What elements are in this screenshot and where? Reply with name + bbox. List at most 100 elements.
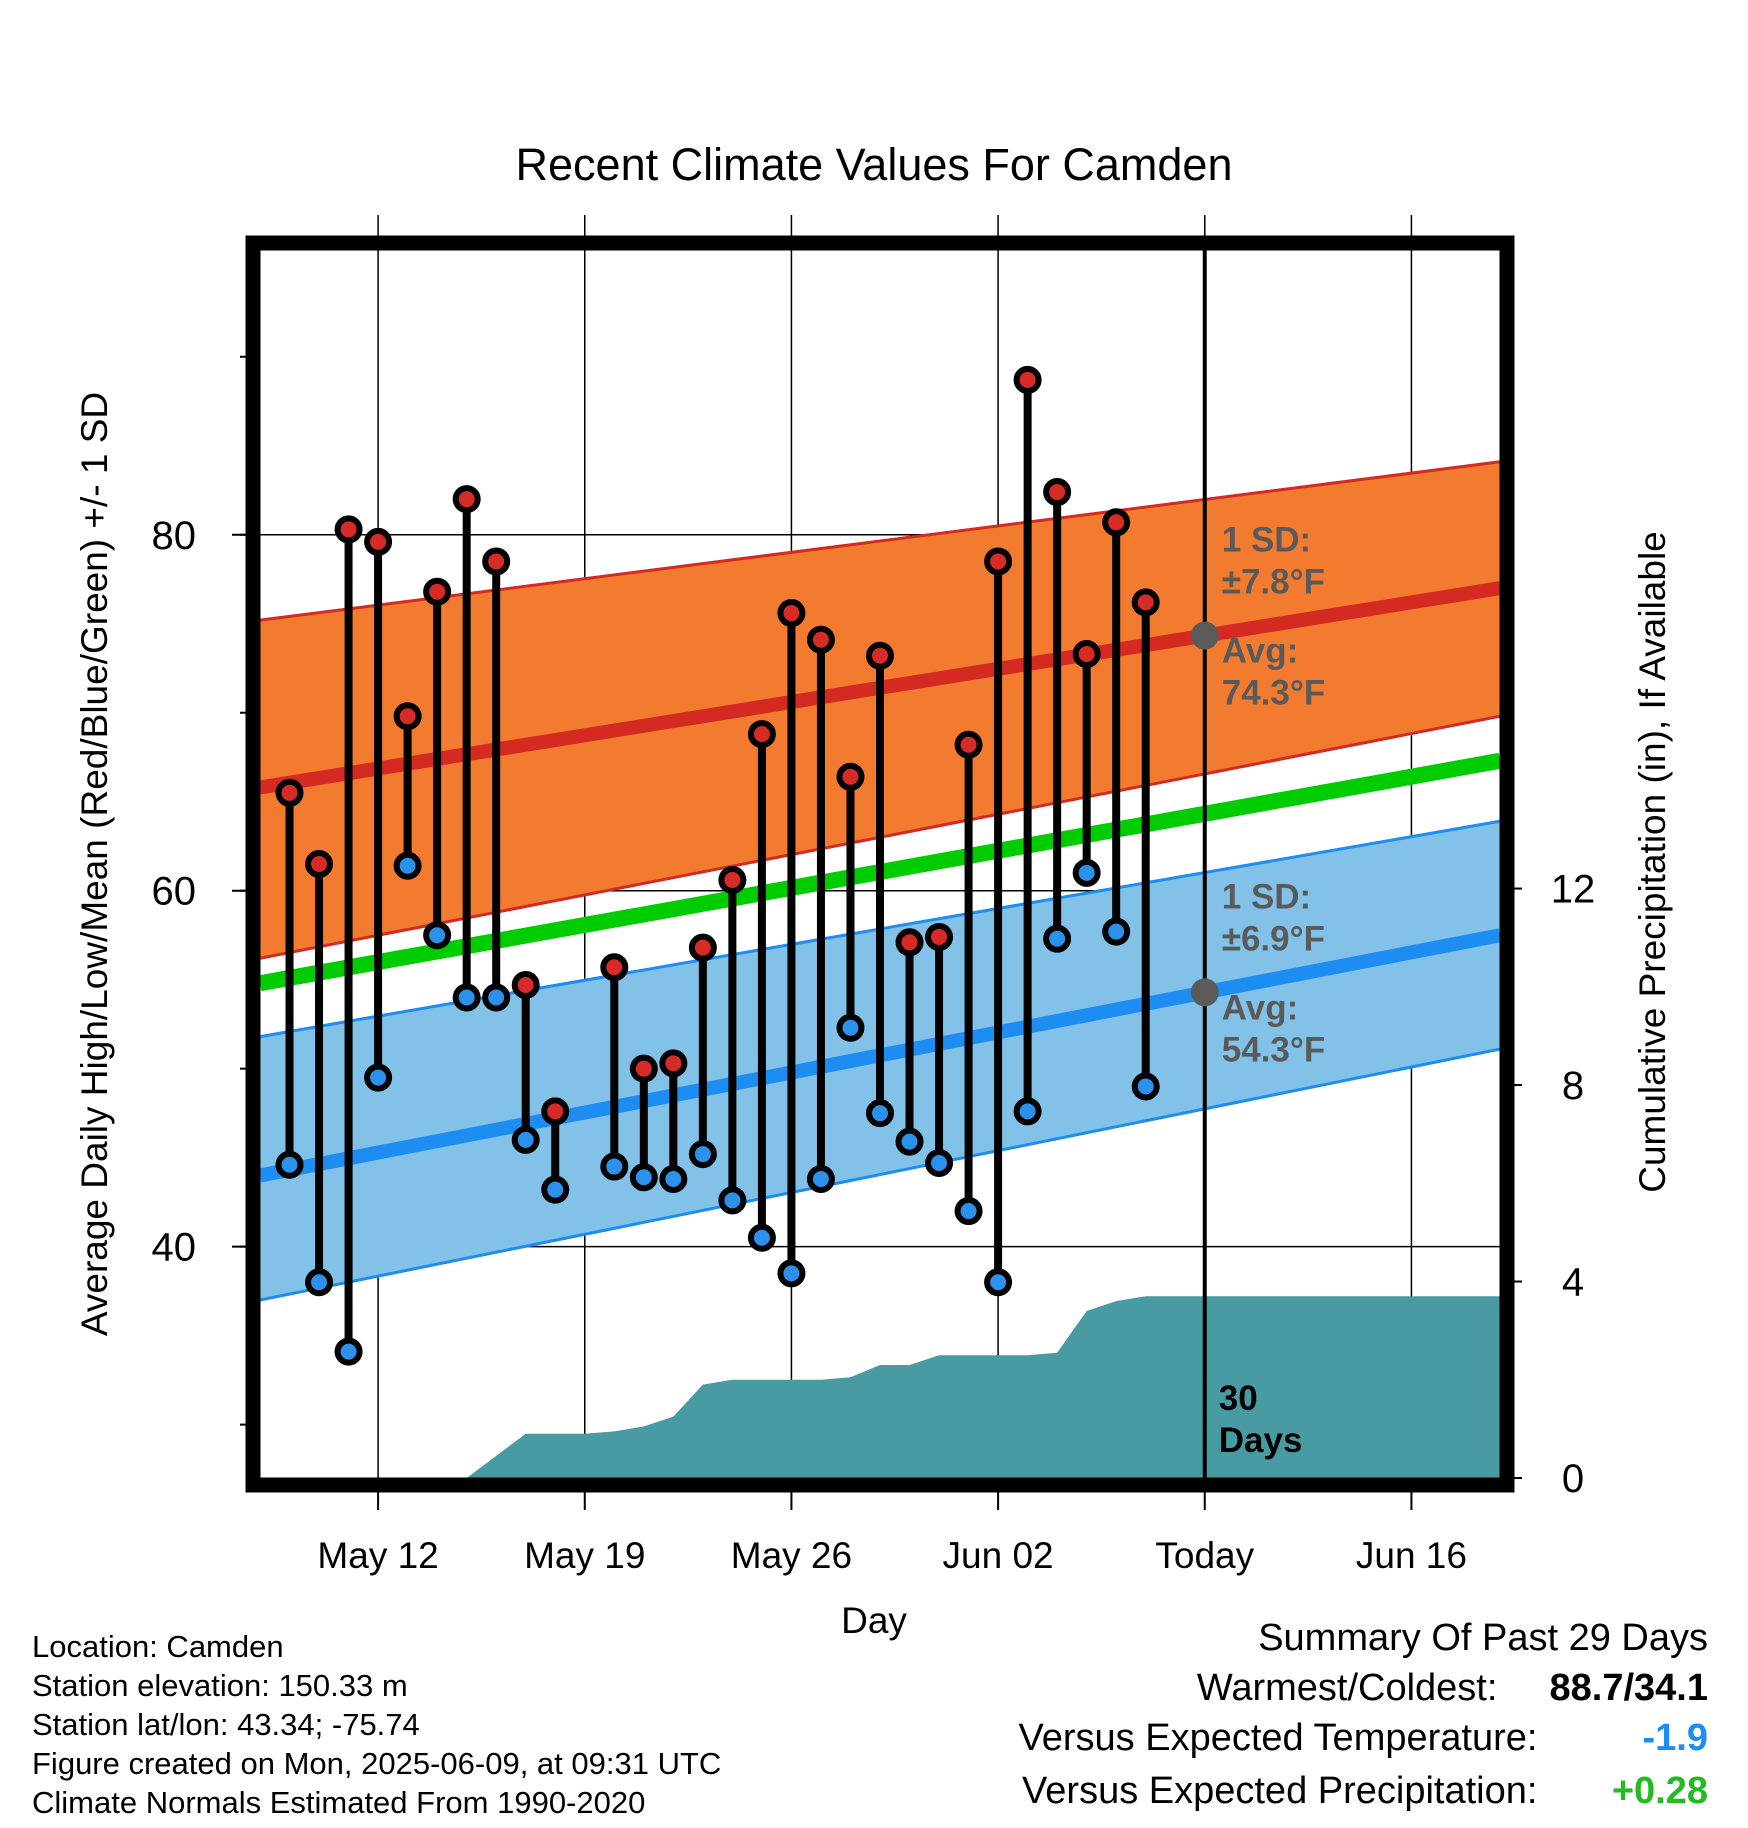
daily-high-point bbox=[1131, 588, 1160, 617]
precip-value: +0.28 bbox=[1611, 1770, 1708, 1812]
high-avg-marker bbox=[1190, 621, 1219, 650]
daily-high-point bbox=[718, 866, 747, 895]
daily-low-point bbox=[954, 1197, 983, 1226]
daily-low-point bbox=[895, 1127, 924, 1156]
summary-temperature: Versus Expected Temperature: -1.9 bbox=[1019, 1717, 1708, 1760]
daily-low-point bbox=[423, 921, 452, 950]
daily-high-point bbox=[629, 1054, 658, 1083]
y-tick-label: 40 bbox=[152, 1226, 197, 1270]
summary-title: Summary Of Past 29 Days bbox=[1258, 1617, 1708, 1659]
daily-high-point bbox=[866, 641, 894, 670]
x-tick-label: May 26 bbox=[731, 1535, 852, 1576]
daily-range-bars bbox=[275, 365, 1160, 1366]
daily-high-point bbox=[511, 971, 540, 1000]
precip-label: Versus Expected Precipitation: bbox=[1022, 1770, 1538, 1812]
chart-title: Recent Climate Values For Camden bbox=[516, 139, 1233, 190]
daily-low-point bbox=[452, 983, 481, 1012]
daily-low-point bbox=[747, 1223, 776, 1252]
x-tick-label: May 19 bbox=[524, 1535, 645, 1576]
daily-high-point bbox=[423, 577, 452, 606]
location-text: Location: Camden bbox=[32, 1629, 284, 1664]
daily-low-point bbox=[1102, 917, 1131, 946]
low-band-lower-edge bbox=[260, 1047, 1500, 1302]
daily-low-point bbox=[629, 1163, 658, 1192]
daily-low-point bbox=[659, 1165, 688, 1194]
daily-low-point bbox=[866, 1099, 894, 1128]
daily-low-point bbox=[364, 1063, 393, 1092]
y2-tick-label: 12 bbox=[1551, 868, 1596, 912]
x-axis-label: Day bbox=[841, 1600, 907, 1641]
daily-low-point bbox=[482, 983, 511, 1012]
daily-low-point bbox=[925, 1148, 954, 1177]
today-marker: 30 Days bbox=[1202, 250, 1302, 1478]
precipitation-area bbox=[466, 1296, 1500, 1478]
daily-low-point bbox=[541, 1175, 570, 1204]
daily-low-point bbox=[984, 1268, 1013, 1297]
daily-low-point bbox=[334, 1337, 363, 1366]
daily-high-point bbox=[806, 625, 835, 654]
daily-high-point bbox=[275, 778, 304, 807]
daily-high-point bbox=[984, 547, 1013, 576]
high-avg-annotation: Avg: 74.3°F bbox=[1222, 632, 1326, 713]
y2-axis-label: Cumulative Precipitation (in), If Availa… bbox=[1632, 531, 1673, 1193]
daily-high-point bbox=[895, 928, 924, 957]
daily-low-point bbox=[393, 851, 422, 880]
daily-high-point bbox=[1102, 508, 1131, 537]
warmest-value: 88.7/34.1 bbox=[1549, 1667, 1708, 1709]
temp-value: -1.9 bbox=[1642, 1717, 1708, 1759]
y-tick-label: 80 bbox=[152, 514, 197, 558]
x-tick-label: May 12 bbox=[317, 1535, 438, 1576]
daily-high-point bbox=[1072, 639, 1101, 668]
low-avg-marker bbox=[1190, 978, 1219, 1007]
temp-label: Versus Expected Temperature: bbox=[1018, 1717, 1538, 1759]
daily-high-point bbox=[836, 762, 865, 791]
daily-high-point bbox=[334, 515, 363, 544]
created-text: Figure created on Mon, 2025-06-09, at 09… bbox=[32, 1746, 722, 1781]
elevation-text: Station elevation: 150.33 m bbox=[32, 1668, 408, 1703]
y-tick-label: 60 bbox=[152, 870, 197, 914]
daily-high-point bbox=[1043, 478, 1072, 507]
daily-low-point bbox=[275, 1150, 304, 1179]
warmest-label: Warmest/Coldest: bbox=[1196, 1667, 1498, 1709]
daily-high-point bbox=[925, 922, 954, 951]
x-tick-label: Today bbox=[1155, 1535, 1254, 1576]
x-tick-label: Jun 02 bbox=[943, 1535, 1054, 1576]
daily-high-point bbox=[452, 485, 481, 514]
daily-high-point bbox=[393, 702, 422, 731]
cumulative-precip-area bbox=[466, 1296, 1500, 1478]
y2-tick-label: 4 bbox=[1562, 1261, 1584, 1305]
plot-frame bbox=[245, 235, 1515, 1493]
daily-high-point bbox=[541, 1097, 570, 1126]
daily-low-point bbox=[688, 1140, 717, 1169]
daily-low-point bbox=[511, 1125, 540, 1154]
daily-low-point bbox=[806, 1165, 835, 1194]
daily-high-point bbox=[954, 730, 983, 759]
low-sd-annotation: 1 SD: ±6.9°F bbox=[1222, 877, 1325, 958]
daily-high-point bbox=[659, 1049, 688, 1078]
daily-low-point bbox=[1131, 1072, 1160, 1101]
daily-low-point bbox=[836, 1013, 865, 1042]
daily-low-point bbox=[600, 1152, 629, 1181]
daily-high-point bbox=[747, 720, 776, 749]
high-sd-annotation: 1 SD: ±7.8°F bbox=[1222, 521, 1325, 602]
daily-high-point bbox=[688, 933, 717, 962]
plot-border bbox=[245, 235, 1515, 1493]
daily-high-point bbox=[364, 527, 393, 556]
x-tick-label: Jun 16 bbox=[1356, 1535, 1467, 1576]
latlon-text: Station lat/lon: 43.34; -75.74 bbox=[32, 1707, 420, 1742]
y-axis-label: Average Daily High/Low/Mean (Red/Blue/Gr… bbox=[74, 392, 115, 1336]
daily-high-point bbox=[305, 850, 334, 878]
daily-low-point bbox=[1013, 1097, 1042, 1126]
daily-high-point bbox=[482, 547, 511, 576]
y2-tick-label: 0 bbox=[1562, 1457, 1584, 1501]
normal-annotations: 1 SD: ±7.8°F Avg: 74.3°F 1 SD: ±6.9°F Avg: 54.3… bbox=[1190, 521, 1326, 1069]
daily-low-point bbox=[777, 1259, 806, 1288]
normals-text: Climate Normals Estimated From 1990-2020 bbox=[32, 1785, 646, 1820]
daily-high-point bbox=[600, 953, 629, 982]
summary-warmest: Warmest/Coldest: 88.7/34.1 bbox=[1197, 1667, 1708, 1710]
low-avg-annotation: Avg: 54.3°F bbox=[1222, 988, 1326, 1069]
y2-tick-label: 8 bbox=[1562, 1064, 1584, 1108]
axes: May 12 May 19 May 26 Jun 02 Today Jun 1640608… bbox=[152, 355, 1596, 1576]
summary-precipitation: Versus Expected Precipitation: +0.28 bbox=[1022, 1770, 1708, 1813]
